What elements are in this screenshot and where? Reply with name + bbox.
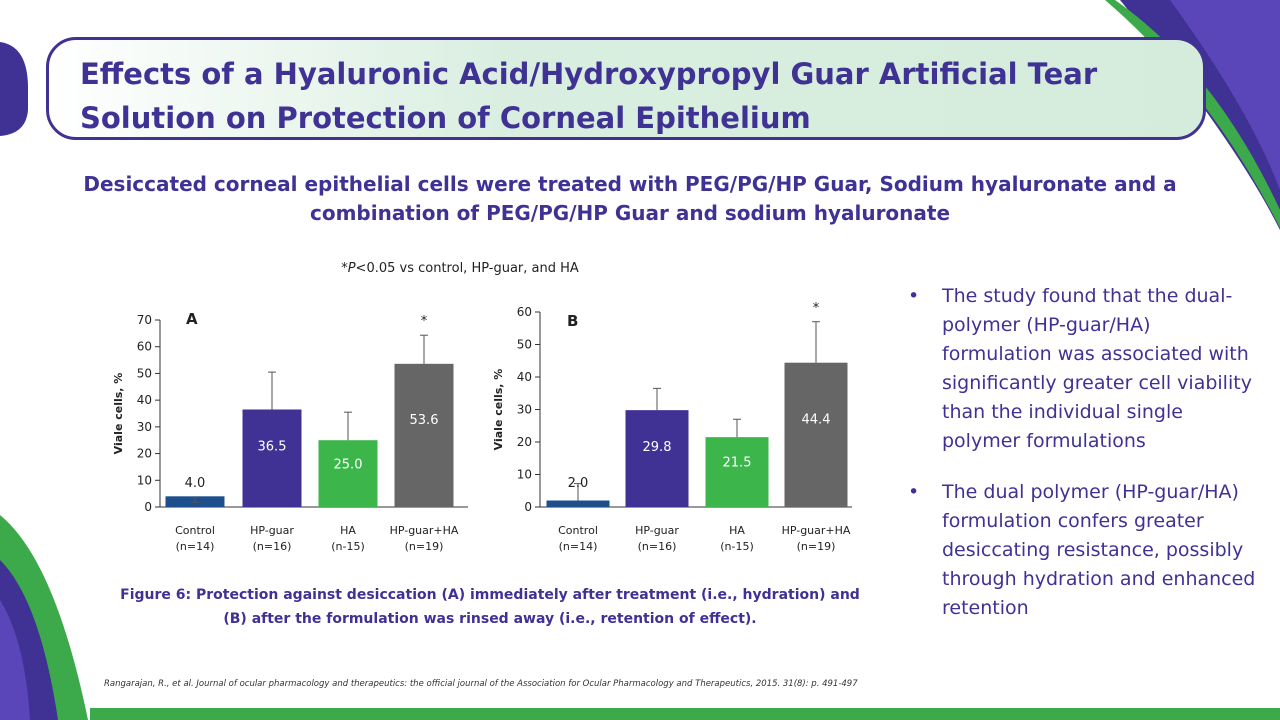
note-rest: <0.05 vs control, HP-guar, and HA [355,261,579,276]
chart-b-y-tick-label: 50 [517,338,532,352]
page-title: Effects of a Hyaluronic Acid/Hydroxyprop… [80,52,1180,140]
chart-a-y-tick-label: 60 [137,340,152,354]
chart-a-y-tick-label: 0 [144,500,152,514]
bullet-item-2: • The dual polymer (HP-guar/HA) formulati… [906,478,1266,623]
charts-svg: 0 10 20 30 40 50 60 70 Viale cells, % A 4.0 Control… [112,301,852,553]
chart-b-y-tick-label: 30 [517,403,532,417]
bullet-dot: • [908,481,920,503]
bottom-left-purple-accent [0,600,30,720]
chart-a-category-label-2: HA [340,524,356,537]
note-p: P [347,261,356,276]
chart-a-value-label-2: 25.0 [334,457,363,472]
bullet-text-2: The dual polymer (HP-guar/HA) formulatio… [942,481,1256,619]
top-right-purple-accent [1170,0,1280,190]
chart-a-value-label-3: 53.6 [410,413,439,428]
chart-b-value-label-0: 2.0 [568,476,589,491]
chart-b-value-label-3: 44.4 [802,412,831,427]
chart-b-significance-marker: * [813,301,820,316]
title-line-1: Effects of a Hyaluronic Acid/Hydroxyprop… [80,57,1098,91]
chart-a-bar-2 [318,440,378,507]
chart-b-bar-3 [784,362,848,507]
chart-a-y-tick-label: 40 [137,393,152,407]
chart-a-category-label-1: HP-guar [250,524,294,537]
chart-b-panel-letter: B [567,312,578,330]
chart-b-y-axis-label: Viale cells, % [492,369,505,451]
subtitle: Desiccated corneal epithelial cells were… [60,170,1200,228]
chart-b-y-tick-label: 60 [517,305,532,319]
chart-b-bar-0 [546,500,610,507]
chart-a-y-tick-label: 70 [137,313,152,327]
chart-a-category-n-0: (n=14) [176,540,215,553]
caption-line-1: Figure 6: Protection against desiccation… [120,587,860,603]
subtitle-line-1: Desiccated corneal epithelial cells were… [83,172,1177,196]
chart-a-category-n-1: (n=16) [253,540,292,553]
chart-a-category-n-3: (n=19) [405,540,444,553]
chart-b-category-label-1: HP-guar [635,524,679,537]
chart-b-y-tick-label: 0 [524,500,532,514]
chart-b-bar-2 [705,437,769,507]
bullet-text-1: The study found that the dual-polymer (H… [942,285,1252,452]
chart-a-panel-letter: A [186,310,198,328]
chart-a-significance-marker: * [421,314,428,329]
chart-a-y-tick-label: 10 [137,473,152,487]
chart-a-category-n-2: (n-15) [331,540,365,553]
footer-bar [90,708,1280,720]
chart-a-value-label-0: 4.0 [185,476,206,491]
chart-a-y-tick-label: 50 [137,366,152,380]
chart-b-category-label-2: HA [729,524,745,537]
chart-b-category-n-2: (n-15) [720,540,754,553]
bullet-item-1: • The study found that the dual-polymer (… [906,282,1266,456]
significance-note: *P<0.05 vs control, HP-guar, and HA [300,261,620,276]
chart-b-y-tick-label: 10 [517,468,532,482]
bullet-list: • The study found that the dual-polymer (… [906,282,1266,645]
chart-b-category-n-1: (n=16) [638,540,677,553]
note-prefix: * [341,261,348,276]
chart-a-value-label-1: 36.5 [258,439,287,454]
reference: Rangarajan, R., et al. Journal of ocular… [104,679,858,689]
caption-line-2: (B) after the formulation was rinsed awa… [223,611,757,627]
chart-b-bar-1 [625,410,689,507]
subtitle-line-2: combination of PEG/PG/HP Guar and sodium… [309,201,951,225]
chart-a-bar-1 [242,409,302,507]
bullet-dot: • [908,285,920,307]
chart-b-category-n-3: (n=19) [797,540,836,553]
chart-b-y-tick-label: 20 [517,435,532,449]
title-box [46,37,1206,140]
chart-a-bar-3 [394,363,454,507]
chart-b-category-label-0: Control [558,524,598,537]
chart-a-y-tick-label: 30 [137,420,152,434]
chart-b-y-tick-label: 40 [517,370,532,384]
chart-b-value-label-2: 21.5 [723,455,752,470]
chart-a-y-tick-label: 20 [137,447,152,461]
chart-a-y-axis-label: Viale cells, % [112,373,125,455]
chart-b-category-label-3: HP-guar+HA [782,524,851,537]
chart-a-category-label-0: Control [175,524,215,537]
left-purple-tab [0,42,28,136]
title-line-2: Solution on Protection of Corneal Epithe… [80,101,811,135]
figure-caption: Figure 6: Protection against desiccation… [110,583,870,631]
chart-b-category-n-0: (n=14) [559,540,598,553]
chart-a-category-label-3: HP-guar+HA [390,524,459,537]
chart-b-value-label-1: 29.8 [643,440,672,455]
